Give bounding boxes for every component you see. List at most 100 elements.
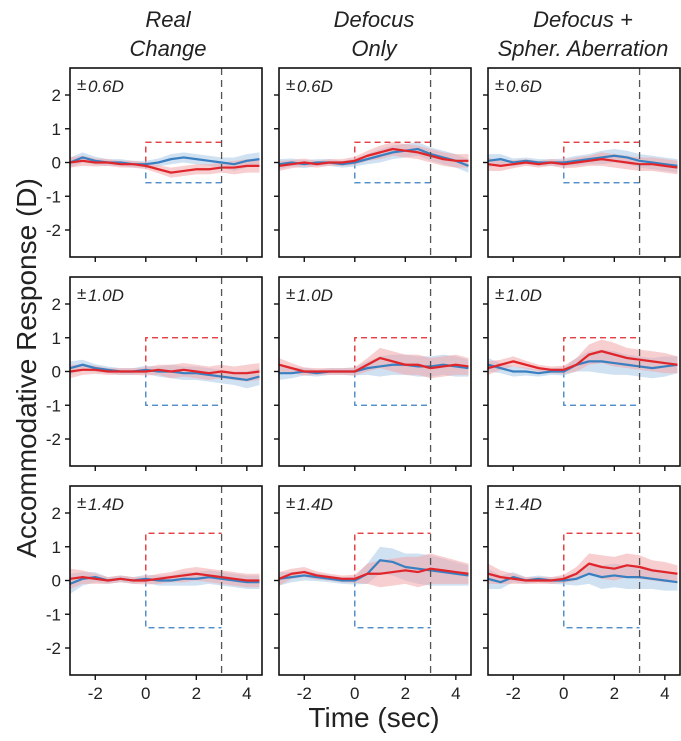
y-tick-label-r3c1-2: 0 bbox=[52, 572, 61, 591]
step-annotation-prefix-r2c2: ± bbox=[286, 284, 295, 303]
panel-r2c2: ±1.0D bbox=[274, 276, 472, 471]
blue-series-line-r3c2 bbox=[279, 559, 469, 582]
y-tick-label-r1c1-3: 1 bbox=[52, 120, 61, 139]
x-tick-label-r3c3-2: 2 bbox=[610, 684, 619, 703]
red-band-r1c1 bbox=[70, 155, 260, 178]
red-series-line-r2c1 bbox=[70, 368, 260, 375]
x-tick-label-r3c1-3: 4 bbox=[242, 684, 251, 703]
step-window-positive-r2c2 bbox=[354, 337, 431, 372]
step-window-positive-r3c2 bbox=[354, 532, 431, 581]
panel-content-r3c1 bbox=[70, 486, 260, 675]
step-window-negative-r3c1 bbox=[145, 580, 222, 629]
panel-content-r1c1 bbox=[70, 68, 260, 257]
step-window-negative-r1c1 bbox=[145, 162, 222, 184]
panel-content-r1c2 bbox=[279, 68, 469, 257]
step-annotation-r2c1: 1.0D bbox=[88, 286, 124, 305]
y-tick-label-r2c1-1: -1 bbox=[46, 396, 61, 415]
panel-r2c3: ±1.0D bbox=[483, 276, 681, 471]
column-title-1-line-1: Real bbox=[145, 7, 191, 32]
step-annotation-prefix-r2c3: ± bbox=[495, 284, 504, 303]
column-title-2-line-2: Only bbox=[351, 36, 398, 61]
panel-r3c1: -2 -1 0 1 2 -2 0 2 4 ± 1.4D bbox=[46, 485, 263, 703]
panel-content-r3c3 bbox=[488, 486, 678, 675]
y-axis-label: Accommodative Response (D) bbox=[11, 178, 42, 558]
step-window-positive-r2c3 bbox=[563, 337, 640, 372]
red-series-line-r1c2 bbox=[279, 147, 469, 167]
step-annotation-prefix-r3c2: ± bbox=[286, 493, 295, 512]
step-annotation-prefix-r1c1: ± bbox=[77, 75, 86, 94]
y-tick-label-r1c1-2: 0 bbox=[52, 154, 61, 173]
step-window-negative-r3c2 bbox=[354, 580, 431, 629]
panel-content-r1c3 bbox=[488, 68, 678, 257]
x-tick-label-r3c3-1: 0 bbox=[559, 684, 568, 703]
step-window-positive-r1c2 bbox=[354, 141, 431, 163]
panel-r3c3: -2 0 2 4 ± 1.4D bbox=[483, 485, 681, 703]
y-tick-label-r2c1-4: 2 bbox=[52, 295, 61, 314]
red-series-line-r1c1 bbox=[70, 159, 260, 174]
x-tick-label-r3c3-3: 4 bbox=[660, 684, 669, 703]
panel-content-r2c3 bbox=[488, 277, 678, 466]
y-tick-label-r1c1-0: -2 bbox=[46, 221, 61, 240]
step-annotation-r1c3: 0.6D bbox=[506, 77, 542, 96]
red-series-line-r2c2 bbox=[279, 356, 469, 373]
step-window-positive-r3c1 bbox=[145, 532, 222, 581]
y-tick-label-r3c1-1: -1 bbox=[46, 605, 61, 624]
step-window-positive-r1c3 bbox=[563, 141, 640, 163]
y-tick-label-r3c1-4: 2 bbox=[52, 504, 61, 523]
blue-series-line-r1c3 bbox=[488, 154, 678, 167]
step-annotation-r1c2: 0.6D bbox=[297, 77, 333, 96]
red-series-line-r3c3 bbox=[488, 562, 678, 582]
panel-r1c1: -2 -1 0 1 2 ± 0.6D bbox=[46, 67, 263, 262]
step-window-negative-r2c2 bbox=[354, 371, 431, 406]
x-tick-label-r3c1-1: 0 bbox=[141, 684, 150, 703]
red-series-line-r1c3 bbox=[488, 158, 678, 169]
step-annotation-prefix-r2c1: ± bbox=[77, 284, 86, 303]
step-annotation-r2c3: 1.0D bbox=[506, 286, 542, 305]
step-annotation-prefix-r1c3: ± bbox=[495, 75, 504, 94]
panel-content-r2c1 bbox=[70, 277, 260, 466]
y-tick-label-r2c1-3: 1 bbox=[52, 329, 61, 348]
step-annotation-r3c3: 1.4D bbox=[506, 495, 542, 514]
y-tick-label-r2c1-2: 0 bbox=[52, 363, 61, 382]
step-annotation-r2c2: 1.0D bbox=[297, 286, 333, 305]
x-tick-label-r3c1-2: 2 bbox=[192, 684, 201, 703]
column-title-2-line-1: Defocus bbox=[334, 7, 415, 32]
x-tick-label-r3c2-3: 4 bbox=[451, 684, 460, 703]
step-annotation-prefix-r3c3: ± bbox=[495, 493, 504, 512]
step-window-negative-r1c2 bbox=[354, 162, 431, 184]
step-window-positive-r3c3 bbox=[563, 532, 640, 581]
step-window-negative-r2c3 bbox=[563, 371, 640, 406]
x-tick-label-r3c2-1: 0 bbox=[350, 684, 359, 703]
step-annotation-r1c1: 0.6D bbox=[88, 77, 124, 96]
step-window-positive-r2c1 bbox=[145, 337, 222, 372]
panel-r3c2: -2 0 2 4 ± 1.4D bbox=[274, 485, 472, 703]
y-tick-label-r1c1-1: -1 bbox=[46, 187, 61, 206]
x-tick-label-r3c3-0: -2 bbox=[506, 684, 521, 703]
red-series-line-r2c3 bbox=[488, 350, 678, 371]
panel-content-r2c2 bbox=[279, 277, 469, 466]
red-series-line-r3c1 bbox=[70, 572, 260, 582]
panel-content-r3c2 bbox=[279, 486, 469, 675]
red-series-line-r3c2 bbox=[279, 567, 469, 580]
y-tick-label-r2c1-0: -2 bbox=[46, 430, 61, 449]
x-tick-label-r3c2-2: 2 bbox=[401, 684, 410, 703]
step-window-negative-r2c1 bbox=[145, 371, 222, 406]
x-axis-label: Time (sec) bbox=[308, 702, 439, 733]
x-tick-label-r3c1-0: -2 bbox=[88, 684, 103, 703]
step-annotation-prefix-r3c1: ± bbox=[77, 493, 86, 512]
panel-r1c2: ±0.6D bbox=[274, 67, 472, 262]
step-window-negative-r3c3 bbox=[563, 580, 640, 629]
step-annotation-prefix-r1c2: ± bbox=[286, 75, 295, 94]
x-tick-label-r3c2-0: -2 bbox=[297, 684, 312, 703]
y-tick-label-r3c1-0: -2 bbox=[46, 639, 61, 658]
y-tick-label-r3c1-3: 1 bbox=[52, 538, 61, 557]
y-tick-label-r1c1-4: 2 bbox=[52, 86, 61, 105]
step-annotation-r3c2: 1.4D bbox=[297, 495, 333, 514]
column-title-1-line-2: Change bbox=[129, 36, 206, 61]
step-window-positive-r1c1 bbox=[145, 141, 222, 163]
column-title-3-line-2: Spher. Aberration bbox=[498, 36, 669, 61]
step-annotation-r3c1: 1.4D bbox=[88, 495, 124, 514]
blue-series-line-r2c3 bbox=[488, 360, 678, 375]
